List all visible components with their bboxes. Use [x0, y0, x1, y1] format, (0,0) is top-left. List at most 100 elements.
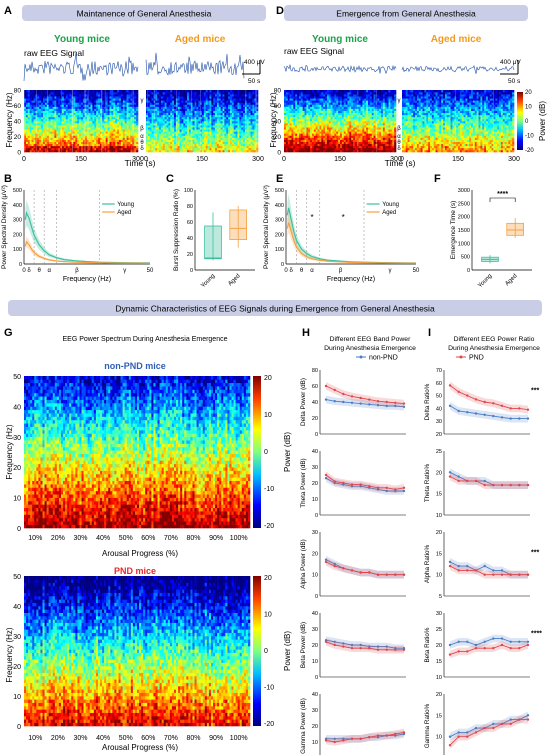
spectrogram-cell	[161, 146, 163, 148]
spectrogram-cell	[344, 115, 346, 117]
spectrogram-cell	[127, 133, 129, 135]
spectrogram-cell	[77, 96, 79, 98]
spectrogram-cell	[49, 123, 51, 125]
spectrogram-cell	[92, 123, 94, 125]
spectrogram-cell	[312, 117, 314, 119]
spectrogram-cell	[66, 100, 68, 102]
spectrogram-cell	[130, 117, 132, 119]
spectrogram-cell	[314, 100, 316, 102]
spectrogram-cell	[346, 140, 348, 142]
spectrogram-cell	[163, 117, 165, 119]
spectrogram-cell	[325, 148, 327, 150]
spectrogram-cell	[43, 117, 45, 119]
spectrogram-cell	[252, 100, 254, 102]
spectrogram-cell	[34, 100, 36, 102]
spectrogram-cell	[340, 140, 342, 142]
spectrogram-cell	[75, 107, 77, 109]
spectrogram-cell	[96, 129, 98, 131]
spectrogram-cell	[249, 109, 251, 111]
spectrogram-cell	[297, 133, 299, 135]
spectrogram-cell	[252, 104, 254, 106]
spectrogram-cell	[297, 104, 299, 106]
spectrogram-cell	[316, 109, 318, 111]
spectrogram-cell	[108, 150, 110, 152]
spectrogram-cell	[75, 138, 77, 140]
spectrogram-cell	[43, 119, 45, 121]
spectrogram-cell	[136, 150, 138, 152]
spectrogram-cell	[241, 117, 243, 119]
spectrogram-cell	[94, 90, 96, 92]
spectrogram-cell	[70, 142, 72, 144]
spectrogram-cell	[211, 98, 213, 100]
spectrogram-cell	[70, 133, 72, 135]
spectrogram-cell	[347, 113, 349, 115]
spectrogram-cell	[344, 92, 346, 94]
spectrogram-cell	[94, 129, 96, 131]
spectrogram-cell	[178, 142, 180, 144]
spectrogram-cell	[312, 144, 314, 146]
spectrogram-cell	[155, 127, 157, 129]
spectrogram-cell	[316, 90, 318, 92]
spectrogram-cell	[37, 102, 39, 104]
spectrogram-cell	[349, 142, 351, 144]
spectrogram-cell	[53, 144, 55, 146]
spectrogram-cell	[49, 111, 51, 113]
panel-letter-g: G	[4, 327, 13, 339]
spectrogram-cell	[181, 144, 183, 146]
spectrogram-cell	[111, 133, 113, 135]
spectrogram-cell	[228, 123, 230, 125]
spectrogram-cell	[351, 102, 353, 104]
spectrogram-cell	[49, 94, 51, 96]
spectrogram-cell	[236, 94, 238, 96]
spectrogram-cell	[102, 104, 104, 106]
spectrogram-cell	[362, 100, 364, 102]
spectrogram-cell	[181, 125, 183, 127]
spectrogram-cell	[75, 90, 77, 92]
spectrogram-cell	[252, 150, 254, 152]
spectrogram-cell	[301, 148, 303, 150]
spectrogram-cell	[221, 121, 223, 123]
spectrogram-cell	[204, 115, 206, 117]
spectrogram-cell	[202, 148, 204, 150]
spectrogram-cell	[217, 100, 219, 102]
spectrogram-cell	[249, 94, 251, 96]
spectrogram-cell	[303, 150, 305, 152]
spectrogram-cell	[286, 96, 288, 98]
spectrogram-cell	[329, 148, 331, 150]
spectrogram-cell	[224, 107, 226, 109]
spectrogram-cell	[346, 129, 348, 131]
spectrogram-cell	[344, 117, 346, 119]
spectrogram-cell	[316, 96, 318, 98]
spectrogram-cell	[37, 90, 39, 92]
spectrogram-cell	[49, 148, 51, 150]
spectrogram-cell	[53, 135, 55, 137]
spectrogram-cell	[43, 96, 45, 98]
spectrogram-cell	[89, 92, 91, 94]
spectrogram-cell	[32, 98, 34, 100]
spectrogram-cell	[299, 119, 301, 121]
spectrogram-cell	[77, 148, 79, 150]
spectrogram-cell	[91, 100, 93, 102]
spectrogram-cell	[321, 113, 323, 115]
spectrogram-cell	[221, 119, 223, 121]
spectrogram-cell	[47, 121, 49, 123]
spectrogram-cell	[195, 148, 197, 150]
spectrogram-cell	[43, 148, 45, 150]
spectrogram-cell	[75, 117, 77, 119]
spectrogram-cell	[308, 117, 310, 119]
spectrogram-cell	[106, 135, 108, 137]
spectrogram-cell	[241, 148, 243, 150]
spectrogram-cell	[56, 115, 58, 117]
spectrogram-cell	[290, 131, 292, 133]
spectrogram-cell	[213, 111, 215, 113]
spectrogram-cell	[127, 125, 129, 127]
spectrogram-cell	[211, 119, 213, 121]
spectrogram-cell	[87, 125, 89, 127]
spectrogram-cell	[316, 131, 318, 133]
spectrogram-cell	[43, 109, 45, 111]
spectrogram-cell	[202, 142, 204, 144]
spectrogram-cell	[81, 107, 83, 109]
spectrogram-cell	[66, 115, 68, 117]
spectrogram-cell	[347, 117, 349, 119]
spectrogram-cell	[170, 140, 172, 142]
